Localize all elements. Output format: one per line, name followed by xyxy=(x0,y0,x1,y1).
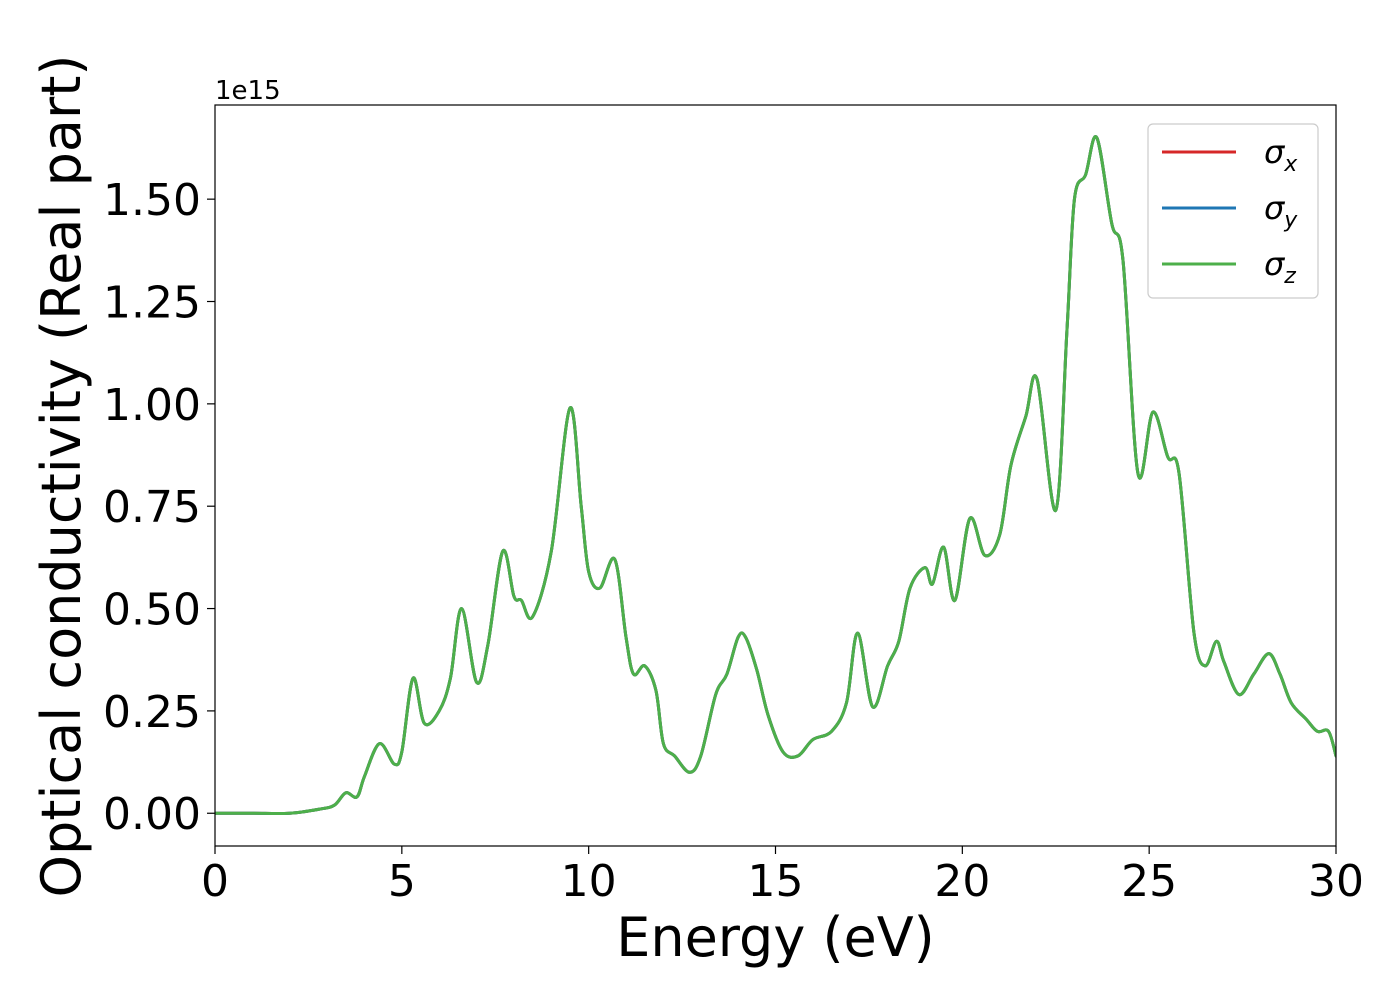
legend: σx σy σz xyxy=(1147,123,1319,299)
series-line-z xyxy=(215,135,1336,816)
legend-label-y: σy xyxy=(1264,189,1298,233)
x-tick-label: 0 xyxy=(201,856,229,907)
y-tick-label: 1.50 xyxy=(103,175,201,226)
y-tick-label: 1.00 xyxy=(103,380,201,431)
x-tick-label: 25 xyxy=(1121,856,1177,907)
y-tick-label: 1.25 xyxy=(103,278,201,329)
x-tick-label: 10 xyxy=(561,856,617,907)
x-axis-label: Energy (eV) xyxy=(616,906,935,969)
y-tick-label: 0.50 xyxy=(103,585,201,636)
x-tick-label: 15 xyxy=(748,856,804,907)
legend-box xyxy=(1147,123,1319,299)
y-tick-label: 0.00 xyxy=(103,789,201,840)
x-tick-label: 30 xyxy=(1308,856,1364,907)
x-tick-label: 20 xyxy=(934,856,990,907)
y-axis-label: Optical conductivity (Real part) xyxy=(30,55,93,898)
y-tick-label: 0.75 xyxy=(103,482,201,533)
legend-label-x: σx xyxy=(1264,133,1298,177)
series-lines xyxy=(215,135,1336,816)
legend-label-z: σz xyxy=(1264,245,1296,289)
axis-ticks: 0 5 10 15 20 25 30 0.00 0.25 0.50 0.75 1.00 1.25 1.50 xyxy=(103,175,1364,907)
x-tick-label: 5 xyxy=(388,856,416,907)
y-tick-label: 0.25 xyxy=(103,687,201,738)
y-offset-label: 1e15 xyxy=(215,76,281,106)
